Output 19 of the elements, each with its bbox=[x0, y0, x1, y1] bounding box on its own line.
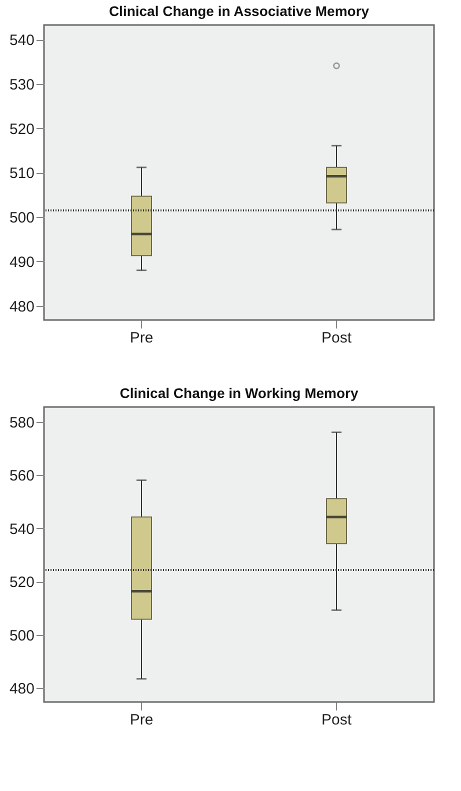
y-tick-label: 520 bbox=[9, 574, 34, 592]
y-tick-label: 480 bbox=[9, 680, 34, 698]
y-tick-label: 520 bbox=[9, 120, 34, 138]
x-tick-label: Post bbox=[321, 712, 352, 728]
y-tick-label: 510 bbox=[9, 165, 34, 182]
chart-title: Clinical Change in Associative Memory bbox=[108, 3, 370, 19]
y-tick-label: 500 bbox=[9, 627, 34, 644]
y-tick-label: 490 bbox=[9, 254, 34, 271]
y-tick-label: 540 bbox=[9, 32, 34, 50]
x-tick-label: Post bbox=[321, 330, 352, 346]
y-tick-label: 530 bbox=[9, 76, 34, 94]
y-tick-label: 500 bbox=[9, 210, 34, 227]
y-tick-label: 580 bbox=[9, 414, 34, 432]
y-tick-label: 480 bbox=[9, 298, 34, 316]
y-tick-label: 540 bbox=[9, 520, 34, 538]
y-tick-label: 560 bbox=[9, 468, 34, 485]
chart-title: Clinical Change in Working Memory bbox=[120, 385, 358, 401]
x-tick-label: Pre bbox=[130, 712, 154, 728]
x-tick-label: Pre bbox=[130, 330, 154, 346]
